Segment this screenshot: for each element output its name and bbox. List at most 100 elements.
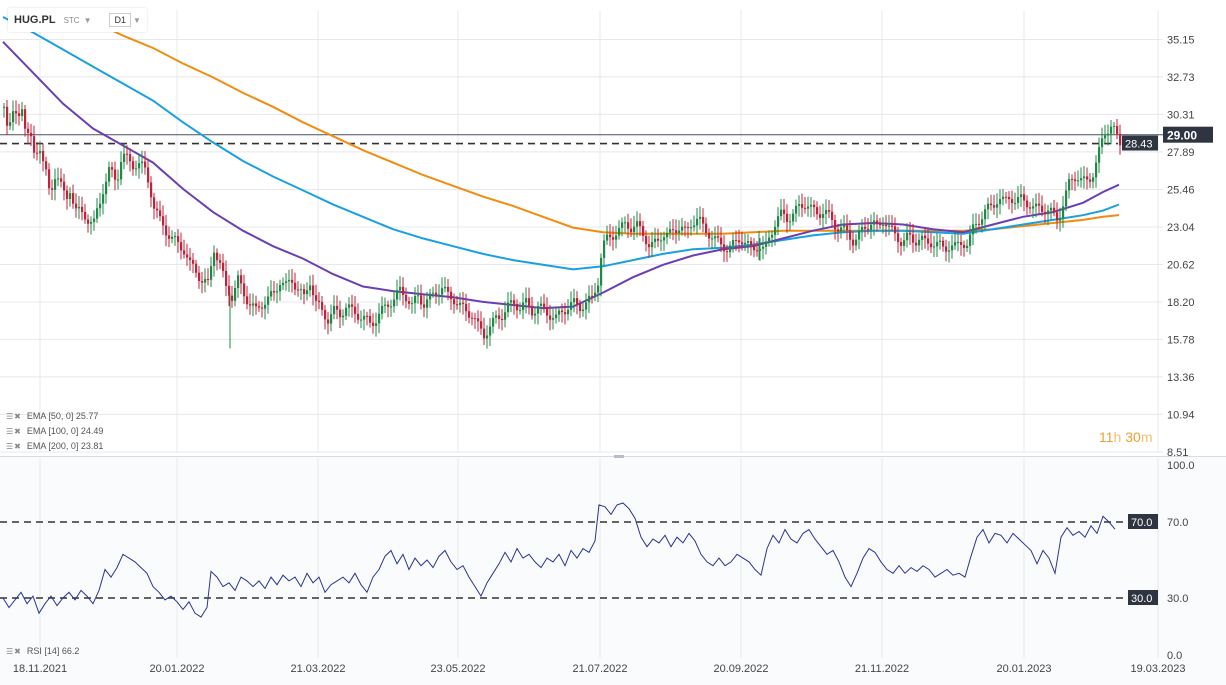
candle-body — [729, 245, 732, 253]
candle-body — [795, 205, 798, 214]
candle-body — [561, 310, 564, 313]
candle-body — [846, 225, 849, 231]
candle-body — [564, 312, 567, 315]
candle-body — [678, 230, 681, 234]
candle-body — [138, 163, 141, 169]
candle-body — [294, 282, 297, 290]
candle-body — [1005, 196, 1008, 198]
x-tick-label: 19.03.2023 — [1130, 663, 1185, 675]
y-tick-label: 25.46 — [1167, 185, 1195, 197]
candle-body — [765, 241, 768, 247]
y-tick-label: 20.62 — [1167, 259, 1195, 271]
x-tick-label: 23.05.2022 — [430, 663, 485, 675]
y-tick-label: 32.73 — [1167, 72, 1195, 84]
candle-body — [642, 226, 645, 236]
candle-body — [1116, 125, 1119, 134]
candle-body — [282, 282, 285, 286]
candle-body — [12, 111, 15, 123]
candle-body — [822, 214, 825, 218]
candle-body — [1107, 133, 1110, 136]
candle-countdown: 11h 30m — [1099, 429, 1152, 445]
candle-body — [879, 222, 882, 226]
candle-body — [516, 303, 519, 311]
candle-body — [750, 241, 753, 246]
candle-body — [825, 210, 828, 215]
y-tick-label: 23.04 — [1167, 222, 1195, 234]
rsi-panel-background — [0, 456, 1226, 685]
candle-body — [897, 233, 900, 243]
candle-body — [819, 214, 822, 218]
candle-body — [708, 232, 711, 239]
candle-body — [501, 318, 504, 320]
candle-body — [954, 242, 957, 246]
candles-group — [3, 99, 1122, 349]
candle-body — [441, 288, 444, 295]
candle-body — [477, 318, 480, 322]
chevron-down-icon[interactable]: ▼ — [83, 15, 92, 25]
menu-close-icon[interactable]: ☰✖ — [6, 411, 22, 421]
legend-ema100-label: EMA [100, 0] 24.49 — [26, 426, 104, 436]
y-tick-label: 10.94 — [1167, 409, 1195, 421]
candle-body — [993, 205, 996, 208]
candle-body — [816, 207, 819, 215]
candle-body — [1080, 178, 1083, 181]
candle-body — [1008, 196, 1011, 200]
candle-body — [645, 235, 648, 245]
candle-body — [180, 242, 183, 251]
candle-body — [69, 193, 72, 199]
rsi-level-tag — [1128, 590, 1158, 605]
candle-body — [969, 234, 972, 246]
candle-body — [852, 239, 855, 246]
menu-close-icon[interactable]: ☰✖ — [6, 426, 22, 436]
candle-body — [453, 299, 456, 305]
candle-body — [279, 285, 282, 292]
candle-body — [612, 237, 615, 240]
candle-body — [114, 169, 117, 180]
candle-body — [987, 203, 990, 210]
rsi-line — [2, 502, 1116, 618]
candle-body — [1038, 203, 1041, 206]
candle-body — [87, 219, 90, 224]
timer-hours-unit: h — [1113, 429, 1122, 445]
chevron-down-icon[interactable]: ▼ — [133, 15, 141, 25]
candle-body — [6, 106, 9, 126]
candle-body — [177, 236, 180, 243]
candle-body — [285, 281, 288, 283]
x-tick-label: 21.07.2022 — [572, 663, 627, 675]
timer-minutes: 30 — [1125, 429, 1141, 445]
symbol-label: HUG.PL — [14, 14, 56, 26]
candle-body — [390, 306, 393, 308]
candle-body — [372, 322, 375, 326]
menu-close-icon[interactable]: ☰✖ — [6, 646, 22, 656]
candle-body — [504, 312, 507, 320]
candle-body — [264, 304, 267, 309]
candle-body — [1047, 210, 1050, 215]
candle-body — [378, 313, 381, 324]
candle-body — [771, 234, 774, 238]
timeframe-selector[interactable]: D1 — [109, 13, 131, 27]
candle-body — [807, 206, 810, 209]
menu-close-icon[interactable]: ☰✖ — [6, 441, 22, 451]
rsi-tick-label: 0.0 — [1167, 650, 1182, 662]
candle-body — [387, 304, 390, 307]
candle-body — [111, 167, 114, 170]
candle-body — [543, 303, 546, 308]
candle-body — [870, 224, 873, 230]
legend-ema200: ☰✖ EMA [200, 0] 23.81 — [6, 441, 103, 451]
candle-body — [315, 295, 318, 301]
candle-body — [297, 289, 300, 291]
candle-body — [588, 295, 591, 303]
symbol-header[interactable]: HUG.PL STC ▼ D1 ▼ — [8, 8, 147, 32]
candle-body — [363, 315, 366, 320]
candle-body — [396, 290, 399, 300]
marker-price-text: 29.00 — [1167, 129, 1197, 143]
x-tick-label: 20.01.2023 — [996, 663, 1051, 675]
candle-body — [903, 240, 906, 246]
candle-body — [513, 300, 516, 304]
candle-body — [495, 315, 498, 318]
candle-body — [858, 230, 861, 240]
candle-body — [1011, 199, 1014, 204]
legend-rsi: ☰✖ RSI [14] 66.2 — [6, 646, 79, 656]
candle-body — [744, 242, 747, 245]
